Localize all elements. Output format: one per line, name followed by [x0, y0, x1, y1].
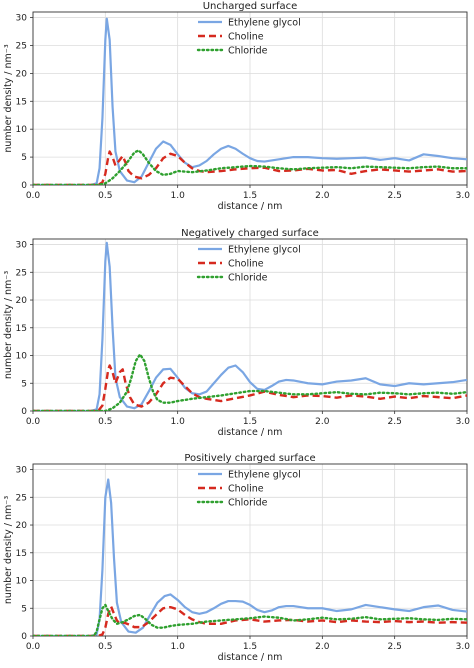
legend-entry: Ethylene glycol [228, 470, 301, 481]
x-tick-label: 1.5 [243, 417, 257, 427]
legend-entry: Choline [228, 259, 264, 270]
x-tick-label: 1.5 [243, 191, 257, 201]
series-line-choline [33, 605, 467, 636]
y-tick-label: 15 [16, 549, 27, 559]
x-tick-label: 3.0 [456, 642, 471, 652]
y-tick-label: 25 [16, 268, 27, 278]
y-tick-label: 15 [16, 324, 27, 334]
x-axis-label: distance / nm [218, 427, 283, 438]
y-tick-label: 10 [16, 577, 28, 587]
chart-panel-1: Negatively charged surface 0.0 0.5 1.0 1.5 2.… [3, 228, 470, 438]
y-tick-label: 25 [16, 493, 27, 503]
y-tick-label: 20 [16, 521, 28, 531]
series-line-ethylene-glycol [33, 17, 467, 185]
x-tick-label: 2.0 [315, 417, 330, 427]
chart-title: Negatively charged surface [181, 228, 319, 239]
x-tick-label: 0.5 [98, 191, 112, 201]
y-tick-label: 0 [21, 407, 27, 417]
legend-entry: Ethylene glycol [228, 245, 301, 256]
x-axis-label: distance / nm [218, 201, 283, 212]
series-line-ethylene-glycol [33, 241, 467, 411]
legend-entry: Chloride [228, 498, 268, 509]
x-tick-label: 1.0 [171, 191, 186, 201]
y-tick-label: 5 [21, 379, 27, 389]
x-tick-label: 2.0 [315, 642, 330, 652]
y-tick-label: 10 [16, 125, 28, 135]
y-tick-label: 10 [16, 352, 28, 362]
x-tick-label: 1.0 [171, 417, 186, 427]
legend-entry: Choline [228, 32, 264, 43]
series-line-ethylene-glycol [33, 478, 467, 636]
y-axis-label: number density / nm⁻³ [3, 271, 14, 379]
chart-panel-0: Uncharged surface 0.0 0.5 1.0 1.5 2.0 2.5 3.0 0 5… [3, 1, 470, 212]
x-tick-label: 0.5 [98, 417, 112, 427]
legend-entry: Choline [228, 484, 264, 495]
y-axis-label: number density / nm⁻³ [3, 496, 14, 604]
y-tick-label: 0 [21, 181, 27, 191]
x-tick-label: 0.0 [26, 642, 41, 652]
y-tick-label: 20 [16, 296, 28, 306]
x-tick-label: 3.0 [456, 417, 471, 427]
y-tick-label: 30 [16, 466, 28, 476]
series-line-chloride [33, 149, 467, 185]
x-tick-label: 2.0 [315, 191, 330, 201]
x-tick-label: 2.5 [388, 642, 402, 652]
series-line-chloride [33, 353, 467, 411]
y-tick-label: 25 [16, 41, 27, 51]
series-line-chloride [33, 603, 467, 636]
series-line-choline [33, 150, 467, 185]
y-tick-label: 30 [16, 241, 28, 251]
y-tick-label: 0 [21, 632, 27, 642]
y-tick-label: 30 [16, 14, 28, 24]
y-axis-label: number density / nm⁻³ [3, 44, 14, 152]
x-tick-label: 3.0 [456, 191, 471, 201]
y-tick-label: 5 [21, 604, 27, 614]
x-tick-label: 2.5 [388, 191, 402, 201]
legend-entry: Ethylene glycol [228, 18, 301, 29]
x-tick-label: 1.0 [171, 642, 186, 652]
legend-entry: Chloride [228, 273, 268, 284]
x-tick-label: 0.0 [26, 191, 41, 201]
x-axis-label: distance / nm [218, 652, 283, 663]
chart-title: Positively charged surface [184, 453, 315, 464]
x-tick-label: 0.0 [26, 417, 41, 427]
y-tick-label: 5 [21, 153, 27, 163]
x-tick-label: 2.5 [388, 417, 402, 427]
legend-entry: Chloride [228, 46, 268, 57]
y-tick-label: 15 [16, 97, 27, 107]
chart-title: Uncharged surface [203, 1, 298, 12]
x-tick-label: 1.5 [243, 642, 257, 652]
y-tick-label: 20 [16, 69, 28, 79]
chart-panel-2: Positively charged surface 0.0 0.5 1.0 1.5 2.… [3, 453, 470, 663]
series-line-choline [33, 364, 467, 411]
x-tick-label: 0.5 [98, 642, 112, 652]
